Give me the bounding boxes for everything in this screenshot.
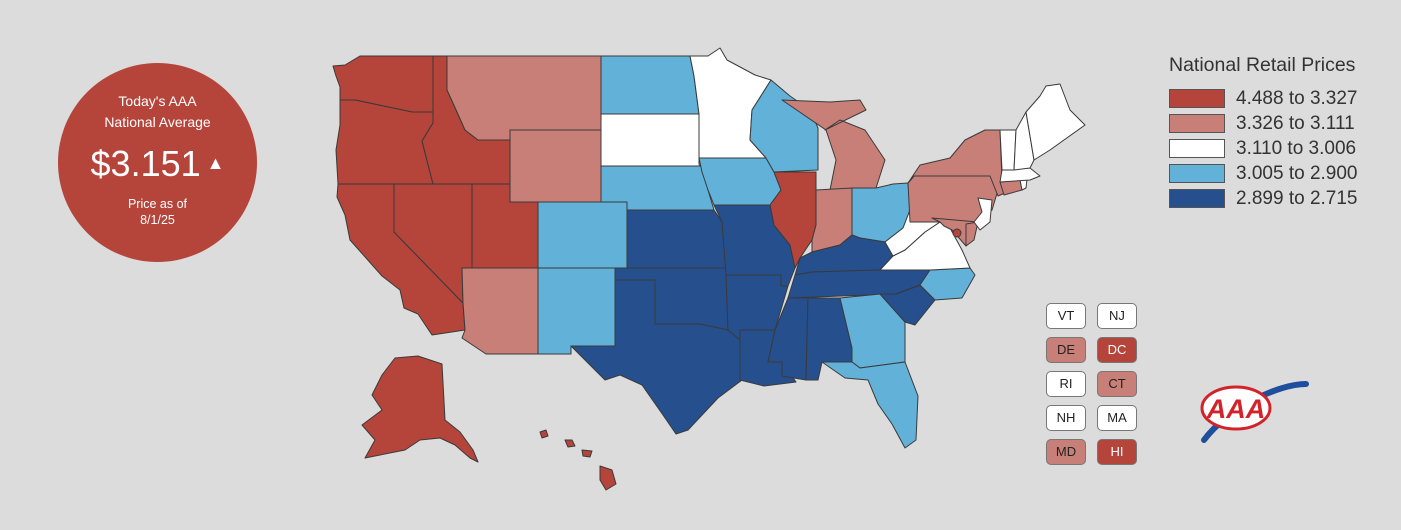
- badge-title: Today's AAA National Average: [104, 93, 211, 130]
- state-me[interactable]: [1025, 83, 1086, 161]
- state-wi[interactable]: [749, 79, 819, 173]
- logo-oval: [1200, 385, 1272, 431]
- legend-row: 4.488 to 3.327: [1169, 86, 1358, 111]
- small-state-box[interactable]: NH: [1046, 405, 1086, 431]
- legend-swatch: [1169, 114, 1225, 133]
- small-state-box[interactable]: HI: [1097, 439, 1137, 465]
- small-state-box[interactable]: MD: [1046, 439, 1086, 465]
- logo-text: AAA: [1206, 394, 1266, 424]
- state-or[interactable]: [335, 99, 434, 185]
- small-state-box[interactable]: DC: [1097, 337, 1137, 363]
- legend-label: 4.488 to 3.327: [1236, 87, 1358, 109]
- legend-label: 3.005 to 2.900: [1236, 162, 1358, 184]
- small-state-box[interactable]: VT: [1046, 303, 1086, 329]
- legend-swatch: [1169, 89, 1225, 108]
- small-state-box[interactable]: CT: [1097, 371, 1137, 397]
- legend-swatch: [1169, 189, 1225, 208]
- state-co[interactable]: [537, 201, 628, 269]
- small-state-box[interactable]: DE: [1046, 337, 1086, 363]
- legend-row: 2.899 to 2.715: [1169, 186, 1358, 211]
- national-average-price: $3.151 ▲: [58, 143, 257, 184]
- state-tx[interactable]: [570, 279, 743, 435]
- state-ks[interactable]: [626, 209, 727, 269]
- legend-row: 3.110 to 3.006: [1169, 136, 1358, 161]
- state-nc[interactable]: [895, 267, 976, 301]
- state-nm[interactable]: [537, 267, 616, 355]
- up-triangle-icon: ▲: [206, 153, 225, 173]
- state-az[interactable]: [461, 267, 539, 355]
- price-value: $3.151: [90, 143, 201, 184]
- national-average-badge: Today's AAA National Average $3.151 ▲ Pri…: [58, 63, 257, 262]
- legend-row: 3.005 to 2.900: [1169, 161, 1358, 186]
- legend-label: 3.326 to 3.111: [1236, 112, 1355, 134]
- state-ak[interactable]: [361, 355, 479, 463]
- state-mt[interactable]: [446, 55, 602, 141]
- small-state-box[interactable]: NJ: [1097, 303, 1137, 329]
- state-mi[interactable]: [781, 99, 886, 191]
- state-vt[interactable]: [999, 129, 1017, 171]
- legend-swatch: [1169, 139, 1225, 158]
- legend-label: 2.899 to 2.715: [1236, 187, 1358, 209]
- legend-row: 3.326 to 3.111: [1169, 111, 1358, 136]
- state-dc[interactable]: [952, 228, 962, 238]
- state-hi[interactable]: [539, 429, 617, 491]
- state-ia[interactable]: [698, 157, 782, 206]
- legend-title: National Retail Prices: [1169, 54, 1356, 76]
- price-as-of: Price as of 8/1/25: [127, 197, 188, 227]
- aaa-logo: AAA: [1200, 381, 1309, 443]
- state-nh[interactable]: [1013, 111, 1035, 171]
- state-nj[interactable]: [973, 197, 993, 231]
- price-legend: National Retail Prices 4.488 to 3.327 3.…: [1169, 54, 1358, 211]
- legend-label: 3.110 to 3.006: [1236, 137, 1357, 159]
- state-nd[interactable]: [600, 55, 700, 115]
- state-sd[interactable]: [600, 113, 703, 173]
- legend-swatch: [1169, 164, 1225, 183]
- small-state-box[interactable]: MA: [1097, 405, 1137, 431]
- state-fl[interactable]: [821, 361, 919, 449]
- small-state-box[interactable]: RI: [1046, 371, 1086, 397]
- state-wy[interactable]: [509, 129, 602, 203]
